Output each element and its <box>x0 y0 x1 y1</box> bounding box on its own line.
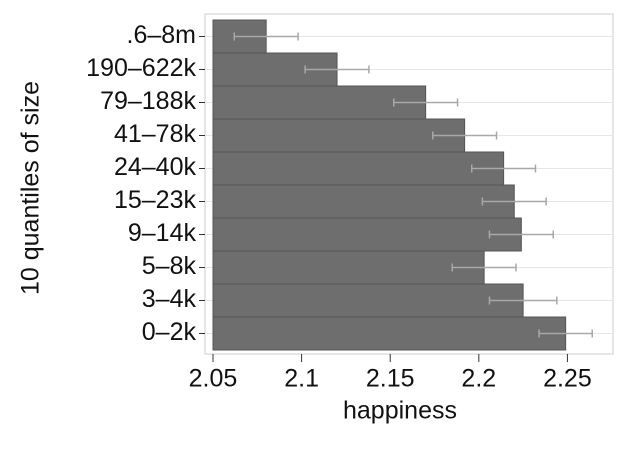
x-tick-label: 2.15 <box>366 365 415 393</box>
y-tick-label: 0–2k <box>142 318 197 346</box>
y-tick-label: .6–8m <box>127 21 196 49</box>
y-tick-label: 5–8k <box>142 252 197 280</box>
bar <box>212 85 427 120</box>
x-tick-label: 2.05 <box>189 365 238 393</box>
bar <box>212 217 522 252</box>
x-tick-label: 2.2 <box>461 365 496 393</box>
y-tick-label: 24–40k <box>114 153 197 181</box>
y-tick-label: 15–23k <box>114 186 197 214</box>
x-axis-label: happiness <box>343 397 457 425</box>
bar <box>212 250 485 285</box>
bar <box>212 184 515 219</box>
x-tick-label: 2.25 <box>543 365 592 393</box>
bar <box>212 118 466 153</box>
bar <box>212 151 505 186</box>
y-tick-label: 190–622k <box>86 54 196 82</box>
bar <box>212 283 524 318</box>
y-tick-label: 41–78k <box>114 120 197 148</box>
y-tick-label: 9–14k <box>128 219 197 247</box>
y-axis-label: 10 quantiles of size <box>17 81 45 295</box>
x-tick-label: 2.1 <box>284 365 319 393</box>
y-tick-label: 79–188k <box>100 87 196 115</box>
bar <box>212 316 567 351</box>
y-tick-label: 3–4k <box>142 285 197 313</box>
